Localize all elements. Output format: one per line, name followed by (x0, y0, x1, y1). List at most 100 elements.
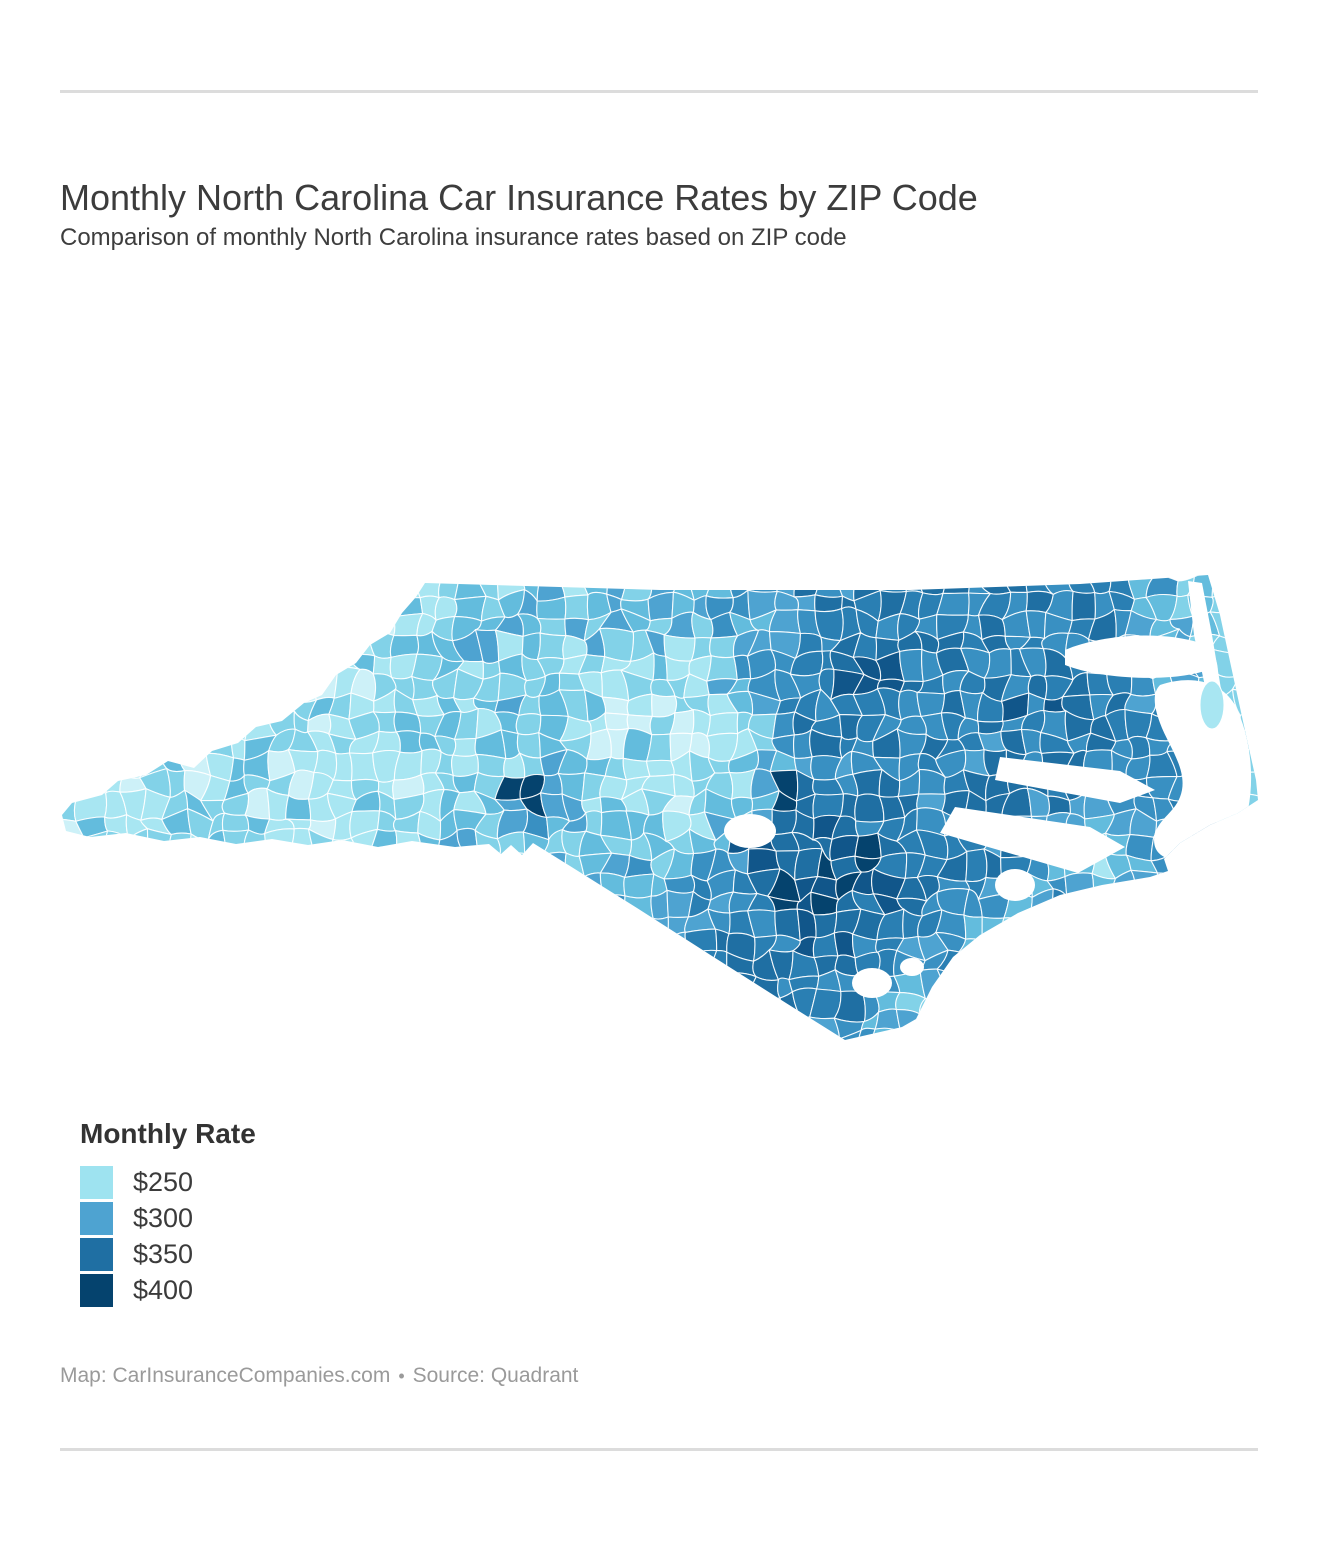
zip-cell (163, 670, 185, 701)
zip-cell (62, 710, 88, 734)
zip-cell (1003, 1014, 1031, 1038)
zip-cell (1047, 939, 1071, 960)
zip-cell (517, 973, 541, 1000)
zip-cell (601, 1008, 632, 1040)
zip-cell (82, 974, 98, 994)
zip-cell (95, 575, 128, 598)
zip-cell (77, 596, 102, 623)
zip-cell (272, 994, 297, 1021)
zip-cell (567, 995, 587, 1022)
zip-cell (328, 1030, 360, 1040)
zip-cell (285, 672, 318, 704)
zip-cell (250, 575, 273, 599)
zip-cell (62, 908, 86, 939)
zip-cell (746, 1016, 780, 1040)
top-divider (60, 90, 1258, 93)
zip-cell (265, 629, 298, 653)
water-sound (995, 757, 1155, 803)
zip-cell (436, 975, 466, 996)
zip-cell (646, 759, 675, 777)
zip-cell (561, 977, 584, 1000)
zip-cell (536, 575, 566, 602)
zip-cell (1146, 989, 1180, 1017)
zip-cell (142, 1009, 162, 1040)
zip-cell (1257, 609, 1258, 641)
zip-cell (1169, 908, 1198, 939)
zip-cell (79, 619, 102, 636)
zip-cell (142, 628, 166, 656)
zip-cell (183, 575, 208, 602)
zip-cell (474, 854, 506, 878)
zip-cell (502, 988, 529, 1015)
zip-cell (288, 951, 316, 982)
zip-cell (369, 575, 396, 599)
zip-cell (249, 996, 276, 1018)
zip-cell (123, 875, 146, 897)
zip-cell (1250, 890, 1258, 917)
choropleth-map-container (60, 575, 1260, 1053)
zip-cell (1047, 1010, 1067, 1032)
zip-cell (312, 871, 336, 898)
zip-cell (599, 872, 626, 898)
zip-cell (179, 974, 207, 1000)
source-credit: Source: Quadrant (412, 1364, 579, 1387)
zip-cell (270, 974, 296, 1001)
zip-cell (496, 948, 523, 976)
zip-cell (414, 973, 444, 1002)
zip-cell (411, 888, 444, 916)
zip-cell (289, 629, 310, 662)
zip-cell (536, 976, 571, 1000)
zip-cell (62, 974, 86, 994)
zip-cell (204, 913, 233, 935)
zip-cell (937, 1033, 966, 1040)
zip-cell (140, 689, 171, 722)
zip-cell (476, 872, 506, 899)
zip-cell (578, 892, 612, 916)
zip-cell (981, 916, 1005, 941)
zip-cell (963, 975, 984, 1001)
zip-cell (62, 608, 85, 636)
zip-cell (1256, 692, 1258, 719)
zip-cell (332, 752, 353, 782)
zip-cell (245, 1034, 272, 1040)
zip-cell (685, 1035, 712, 1040)
zip-cell (649, 972, 675, 1001)
zip-cell (294, 989, 316, 1021)
zip-cell (223, 589, 253, 619)
zip-cell (62, 649, 87, 678)
zip-cell (1166, 971, 1199, 999)
zip-cell (478, 1028, 502, 1040)
zip-cell (331, 1010, 360, 1035)
zip-cell (95, 989, 120, 1021)
zip-cell (286, 854, 317, 876)
zip-cell (1083, 972, 1112, 998)
zip-cell (124, 956, 149, 980)
zip-cell (515, 713, 542, 736)
zip-cell (125, 848, 150, 880)
zip-cell (138, 593, 169, 621)
zip-cell (347, 930, 382, 954)
zip-cell (62, 1037, 83, 1040)
zip-cell (1062, 896, 1092, 920)
zip-cell (788, 1037, 818, 1040)
zip-cell (1129, 893, 1159, 921)
zip-cell (224, 932, 250, 957)
zip-cell (251, 650, 268, 682)
zip-cell (626, 949, 653, 981)
zip-cell (904, 575, 924, 594)
zip-cell (389, 970, 419, 1002)
water-sound (1154, 680, 1252, 860)
zip-cell (312, 974, 339, 992)
zip-cell (159, 1029, 185, 1040)
zip-cell (164, 719, 191, 742)
zip-cell (474, 973, 505, 993)
zip-cell (78, 868, 100, 901)
zip-cell (562, 930, 588, 960)
zip-cell (683, 990, 714, 1015)
zip-cell (96, 952, 126, 979)
zip-cell (160, 893, 191, 919)
water-estuary (995, 869, 1035, 901)
zip-cell (452, 911, 477, 941)
legend-label: $300 (133, 1203, 194, 1233)
zip-cell (537, 953, 565, 979)
